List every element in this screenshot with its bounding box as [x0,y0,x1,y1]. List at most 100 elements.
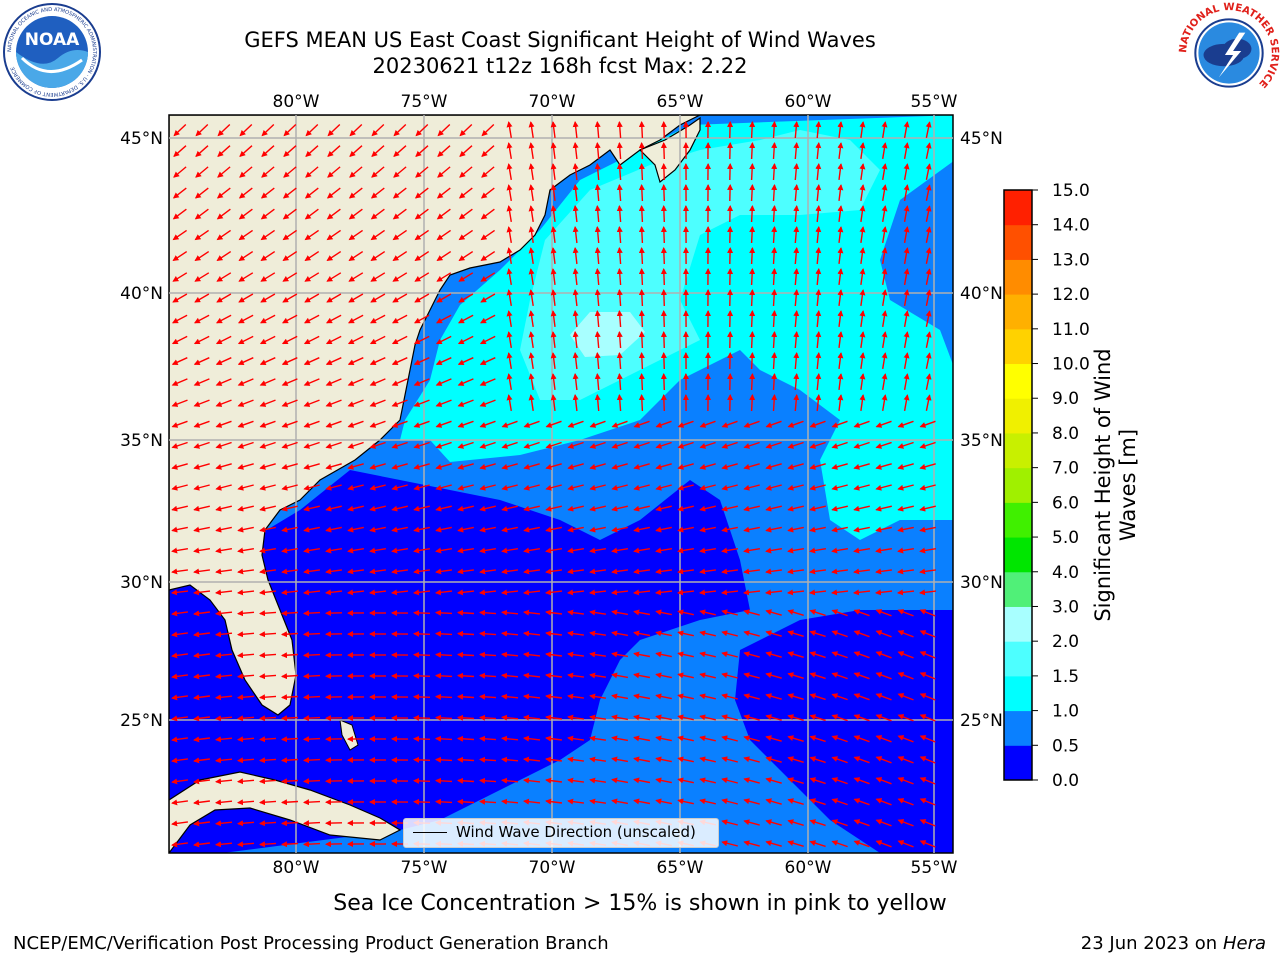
wave-direction-arrow [194,272,210,282]
wave-direction-arrow [660,373,667,391]
wave-direction-arrow [215,335,232,345]
footer-date: 23 Jun 2023 on Hera [1081,933,1266,954]
wave-direction-arrow [216,251,232,261]
wave-direction-arrow [611,609,629,616]
wave-direction-arrow [771,268,778,286]
wave-direction-arrow [215,357,232,365]
wave-direction-arrow [281,589,299,596]
wave-direction-arrow [633,672,651,679]
colorbar-tick-label: 4.0 [1052,563,1079,583]
wave-direction-arrow [369,357,386,365]
wave-direction-arrow [721,568,738,575]
wave-direction-arrow [919,693,936,701]
wave-direction-arrow [589,568,606,575]
wave-direction-arrow [567,777,584,784]
wave-direction-arrow [523,505,540,512]
wave-direction-arrow [765,420,782,428]
wave-direction-arrow [787,441,804,449]
wave-direction-arrow [611,672,629,679]
wave-direction-arrow [567,441,584,449]
wave-direction-arrow [611,798,629,805]
wave-direction-arrow [633,441,650,449]
wave-direction-arrow [550,268,557,285]
wave-direction-arrow [506,142,513,160]
wave-direction-arrow [171,673,188,680]
wave-direction-arrow [699,630,716,637]
wave-direction-arrow [765,819,782,826]
wave-direction-arrow [787,735,804,742]
wave-direction-arrow [793,205,800,223]
wave-direction-arrow [480,208,495,220]
colorbar-swatch [1004,363,1032,399]
wave-direction-arrow [215,799,233,806]
wave-direction-arrow [897,819,914,827]
wave-direction-arrow [195,145,209,157]
wave-direction-arrow [259,799,277,806]
wave-direction-arrow [523,441,540,449]
wave-direction-arrow [479,568,496,575]
wave-direction-arrow [479,335,496,345]
wave-direction-arrow [875,441,892,449]
wave-direction-arrow [765,589,783,596]
wave-direction-arrow [237,484,254,491]
wave-direction-arrow [550,205,557,222]
wave-direction-arrow [437,166,451,178]
wave-direction-arrow [325,420,342,428]
wave-direction-arrow [572,163,579,181]
wave-direction-arrow [787,819,804,826]
wave-direction-arrow [897,526,914,533]
wave-direction-arrow [787,505,804,512]
wave-direction-arrow [172,293,188,303]
wave-direction-arrow [749,268,756,286]
wave-direction-arrow [193,526,210,533]
wave-direction-arrow [173,123,187,137]
wave-direction-arrow [831,463,848,470]
wave-direction-arrow [347,399,364,407]
wave-direction-arrow [919,798,936,806]
wave-direction-arrow [435,568,452,575]
wave-direction-arrow [638,184,645,202]
wave-direction-arrow [567,547,585,554]
colorbar-tick-label: 1.5 [1052,667,1079,687]
wave-direction-arrow [305,166,319,178]
wave-direction-arrow [325,335,342,345]
wave-direction-arrow [435,463,452,470]
wave-direction-arrow [633,798,651,805]
wave-direction-arrow [259,610,277,617]
colorbar-tick-label: 0.0 [1052,771,1079,791]
wave-direction-arrow [859,373,866,390]
wave-direction-arrow [193,568,210,575]
colorbar-swatch [1004,294,1032,330]
colorbar-frame [1003,189,1033,781]
wave-direction-arrow [815,121,822,139]
wave-direction-arrow [633,505,650,512]
wave-direction-arrow [853,568,870,575]
wave-direction-arrow [677,505,694,512]
wave-direction-arrow [480,251,496,261]
wave-direction-arrow [347,568,364,575]
wave-direction-arrow [925,331,932,348]
colorbar: 0.0 0.5 1.0 1.5 2.0 3.0 4.0 5.0 6.0 7.0 8.0 9.0 10.0… [1003,181,1090,791]
wave-direction-arrow [194,229,210,241]
colorbar-tick-label: 13.0 [1052,250,1090,270]
land-north-america [169,115,701,716]
wave-direction-arrow [859,142,866,159]
wave-direction-arrow [413,378,430,386]
wave-direction-arrow [655,484,672,491]
wave-direction-arrow [677,672,694,679]
wave-direction-arrow [809,672,826,680]
wave-direction-arrow [528,310,535,328]
wave-direction-arrow [303,463,320,470]
wave-direction-arrow [523,484,540,491]
wave-direction-arrow [193,673,210,680]
wave-direction-arrow [304,293,320,303]
wave-direction-arrow [413,505,430,512]
wave-direction-arrow [589,484,606,491]
wave-direction-arrow [633,484,650,491]
wave-direction-arrow [506,121,513,139]
land-cuba [169,771,402,853]
wave-direction-arrow [859,247,866,264]
wave-direction-arrow [457,777,475,784]
wave-direction-arrow [919,714,936,722]
wave-direction-arrow [594,289,601,307]
